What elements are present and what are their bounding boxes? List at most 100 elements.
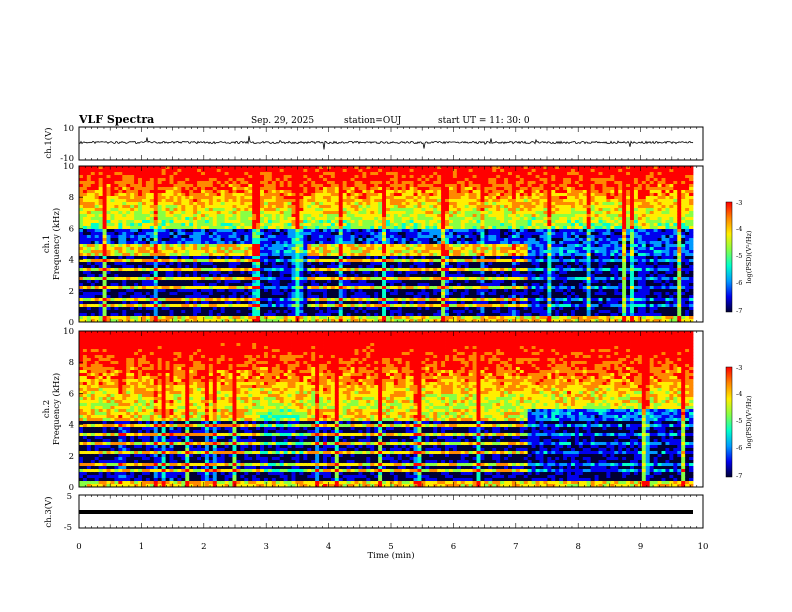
spectrogram-cell (342, 184, 348, 188)
spectrogram-cell (260, 175, 265, 179)
spectrogram-cell (267, 175, 273, 179)
spectrogram-cell (138, 205, 143, 209)
spectrogram-cell (165, 226, 170, 230)
spectrogram-cell (303, 271, 308, 275)
spectrogram-cell (429, 172, 434, 176)
spectrogram-cell (212, 229, 218, 233)
spectrogram-cell (232, 217, 237, 221)
spectrogram-cell (260, 292, 265, 296)
spectrogram-cell (130, 208, 135, 212)
spectrogram-cell (204, 190, 210, 194)
spectrogram-cell (130, 241, 135, 245)
spectrogram-cell (224, 277, 229, 281)
spectrogram-cell (393, 181, 399, 185)
spectrogram-cell (216, 166, 222, 170)
spectrogram-cell (421, 211, 426, 215)
spectrogram-cell (173, 238, 178, 242)
spectrogram-cell (173, 193, 178, 197)
spectrogram-cell (338, 271, 344, 275)
spectrogram-cell (177, 175, 182, 179)
spectrogram-cell (350, 262, 355, 266)
spectrogram-cell (236, 181, 241, 185)
spectrogram-cell (169, 172, 174, 176)
spectrogram-cell (240, 244, 245, 248)
spectrogram-cell (378, 274, 383, 278)
spectrogram-cell (181, 181, 186, 185)
spectrogram-cell (397, 283, 403, 287)
spectrogram-cell (409, 241, 414, 245)
spectrogram-cell (177, 271, 182, 275)
spectrogram-cell (201, 244, 206, 248)
spectrogram-cell (82, 292, 88, 296)
spectrogram-cell (134, 199, 139, 203)
spectrogram-cell (134, 274, 139, 278)
spectrogram-cell (291, 319, 296, 323)
spectrogram-cell (177, 265, 182, 269)
spectrogram-cell (441, 187, 446, 191)
spectrogram-cell (326, 256, 332, 260)
spectrogram-cell (138, 202, 143, 206)
spectrogram-cell (334, 295, 340, 299)
spectrogram-cell (307, 268, 312, 272)
spectrogram-cell (303, 244, 308, 248)
spectrogram-cell (256, 178, 261, 182)
spectrogram-cell (346, 298, 351, 302)
spectrogram-cell (393, 175, 399, 179)
spectrogram-cell (161, 313, 166, 317)
spectrogram-cell (79, 274, 84, 278)
spectrogram-cell (114, 271, 119, 275)
spectrogram-cell (326, 286, 332, 290)
spectrogram-cell (169, 232, 174, 236)
spectrogram-cell (145, 292, 151, 296)
spectrogram-cell (319, 223, 324, 227)
spectrogram-cell (362, 307, 367, 311)
spectrogram-cell (181, 208, 186, 212)
spectrogram-cell (386, 262, 391, 266)
spectrogram-cell (212, 292, 218, 296)
spectrogram-cell (382, 316, 387, 320)
spectrogram-cell (417, 292, 422, 296)
spectrogram-cell (275, 286, 281, 290)
spectrogram-cell (354, 196, 359, 200)
spectrogram-cell (401, 175, 407, 179)
spectrogram-cell (90, 298, 96, 302)
spectrogram-cell (346, 295, 351, 299)
spectrogram-cell (197, 223, 202, 227)
spectrogram-cell (386, 283, 391, 287)
spectrogram-cell (370, 274, 375, 278)
spectrogram-cell (141, 217, 147, 221)
spectrogram-cell (429, 190, 434, 194)
spectrogram-cell (263, 172, 269, 176)
spectrogram-cell (169, 268, 174, 272)
spectrogram-cell (389, 241, 395, 245)
spectrogram-cell (370, 247, 375, 251)
spectrogram-cell (122, 253, 127, 257)
spectrogram-cell (102, 268, 107, 272)
spectrogram-cell (173, 304, 178, 308)
spectrogram-cell (126, 199, 131, 203)
spectrogram-cell (303, 307, 308, 311)
spectrogram-cell (448, 256, 454, 260)
spectrogram-cell (370, 292, 375, 296)
spectrogram-cell (212, 280, 218, 284)
spectrogram-cell (165, 208, 170, 212)
spectrogram-cell (145, 181, 151, 185)
spectrogram-cell (216, 172, 222, 176)
spectrogram-cell (382, 220, 387, 224)
spectrogram-cell (354, 232, 359, 236)
spectrogram-cell (386, 256, 391, 260)
spectrogram-cell (299, 220, 304, 224)
spectrogram-cell (437, 172, 442, 176)
spectrogram-cell (165, 316, 170, 320)
spectrogram-cell (323, 199, 328, 203)
spectrogram-cell (358, 268, 363, 272)
spectrogram-cell (287, 319, 292, 323)
spectrogram-cell (287, 304, 292, 308)
spectrogram-cell (393, 274, 399, 278)
spectrogram-cell (138, 310, 143, 314)
spectrogram-cell (256, 196, 261, 200)
spectrogram-cell (86, 280, 92, 284)
spectrogram-cell (295, 277, 300, 281)
spectrogram-cell (346, 229, 351, 233)
spectrogram-cell (86, 172, 92, 176)
